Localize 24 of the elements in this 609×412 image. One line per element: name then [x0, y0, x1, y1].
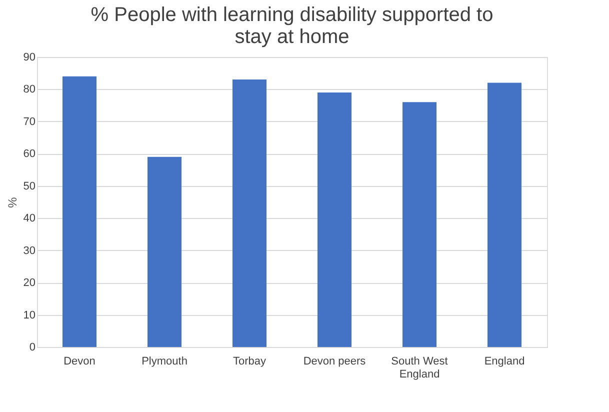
- bar: [402, 102, 436, 347]
- bar: [232, 80, 266, 347]
- y-tick-label: 30: [23, 244, 36, 257]
- bar: [488, 82, 522, 347]
- y-tick-label: 40: [23, 212, 36, 225]
- x-tick-label: Devon peers: [303, 356, 366, 368]
- y-axis-title: %: [5, 196, 20, 208]
- x-tick-label: Torbay: [232, 356, 266, 368]
- bar: [318, 92, 352, 347]
- y-tick-label: 50: [23, 180, 36, 192]
- y-tick-label: 0: [29, 342, 36, 354]
- x-tick-label: England: [484, 356, 525, 368]
- x-tick-label: Plymouth: [142, 356, 188, 368]
- y-tick-label: 80: [23, 84, 36, 96]
- y-tick-label: 70: [23, 116, 36, 128]
- y-tick-label: 20: [23, 277, 36, 290]
- x-tick-label: Devon: [64, 356, 96, 368]
- x-tick-label: South West England: [391, 356, 448, 380]
- y-tick-label: 90: [23, 52, 36, 64]
- y-tick-label: 60: [23, 148, 36, 160]
- bar: [62, 76, 96, 347]
- chart-title: % People with learning disability supported to stay at home: [90, 4, 494, 48]
- bar: [148, 156, 182, 347]
- y-tick-label: 10: [23, 309, 36, 322]
